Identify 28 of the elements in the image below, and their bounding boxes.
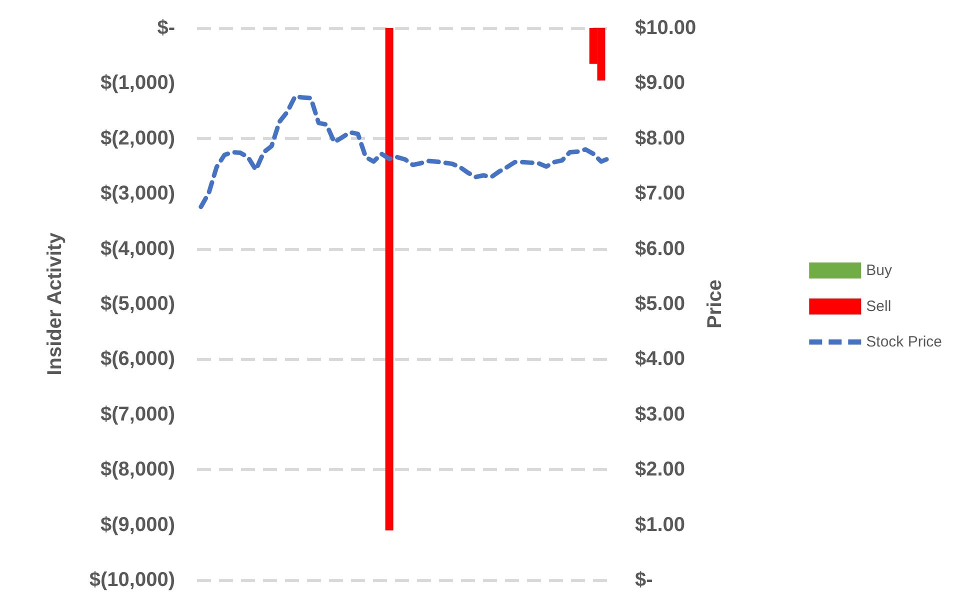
legend-label: Stock Price <box>866 334 942 350</box>
y2-tick-label: $- <box>635 569 653 591</box>
y2-axis-title: Price <box>704 280 726 328</box>
legend-label: Buy <box>866 262 892 279</box>
y2-tick-label: $10.00 <box>635 17 696 39</box>
y-axis-title: Insider Activity <box>44 232 66 376</box>
y-tick-label: $(4,000) <box>100 238 175 260</box>
legend-label: Sell <box>866 298 892 315</box>
y-tick-label: $(9,000) <box>100 514 175 536</box>
y-tick-label: $(8,000) <box>100 458 175 481</box>
y2-tick-label: $3.00 <box>635 403 686 426</box>
y2-tick-label: $2.00 <box>635 458 686 481</box>
y-tick-label: $(2,000) <box>100 127 175 150</box>
y2-tick-label: $1.00 <box>635 514 686 536</box>
y-tick-label: $(6,000) <box>100 348 175 370</box>
y2-tick-label: $6.00 <box>635 238 686 260</box>
y2-tick-label: $4.00 <box>635 348 686 370</box>
y-tick-label: $(1,000) <box>100 72 175 94</box>
y2-tick-label: $5.00 <box>635 293 686 315</box>
y2-tick-label: $9.00 <box>635 72 686 94</box>
y2-tick-label: $8.00 <box>635 127 686 150</box>
y-tick-label: $- <box>157 17 175 39</box>
y-tick-label: $(10,000) <box>89 569 175 591</box>
y-tick-label: $(7,000) <box>100 403 175 426</box>
line-series <box>198 94 612 210</box>
y-tick-label: $(5,000) <box>100 293 175 315</box>
y-tick-label: $(3,000) <box>100 182 175 205</box>
y2-tick-label: $7.00 <box>635 182 686 205</box>
